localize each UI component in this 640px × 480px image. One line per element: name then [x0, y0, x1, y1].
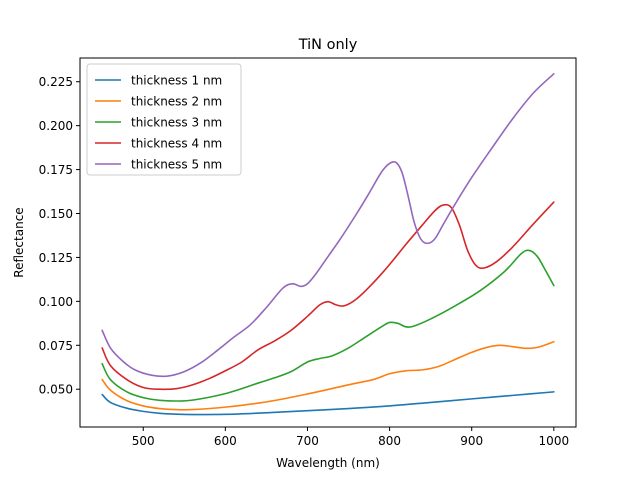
legend-label: thickness 3 nm [131, 116, 222, 130]
y-tick-label: 0.125 [39, 251, 73, 265]
legend-label: thickness 1 nm [131, 74, 222, 88]
x-tick-label: 600 [214, 434, 237, 448]
x-tick-label: 800 [378, 434, 401, 448]
y-tick-label: 0.225 [39, 75, 73, 89]
y-tick-label: 0.150 [39, 207, 73, 221]
x-tick-label: 1000 [539, 434, 570, 448]
y-axis-label: Reflectance [12, 207, 26, 277]
y-axis: 0.050 0.075 0.100 0.125 0.150 0.175 0.200 0.225 [39, 75, 80, 397]
series-layer [101, 73, 555, 416]
legend-label: thickness 4 nm [131, 137, 222, 151]
y-tick-label: 0.050 [39, 383, 73, 397]
series-line-3 [101, 249, 555, 402]
legend: thickness 1 nm thickness 2 nm thickness 3 … [86, 63, 242, 176]
chart-title: TiN only [298, 37, 358, 53]
y-tick-label: 0.100 [39, 295, 73, 309]
legend-label: thickness 5 nm [131, 158, 222, 172]
series-line-1 [101, 391, 555, 416]
x-tick-label: 700 [296, 434, 319, 448]
y-tick-label: 0.175 [39, 163, 73, 177]
legend-label: thickness 2 nm [131, 95, 222, 109]
x-tick-label: 500 [132, 434, 155, 448]
x-axis-label: Wavelength (nm) [276, 456, 380, 470]
series-line-2 [101, 340, 555, 411]
y-tick-label: 0.200 [39, 119, 73, 133]
series-line-5 [101, 73, 555, 378]
y-tick-label: 0.075 [39, 339, 73, 353]
series-line-4 [101, 201, 555, 391]
legend-box [86, 63, 242, 176]
x-tick-label: 900 [460, 434, 483, 448]
x-axis: 500 600 700 800 900 1000 [132, 427, 569, 448]
plot-frame [79, 57, 577, 428]
